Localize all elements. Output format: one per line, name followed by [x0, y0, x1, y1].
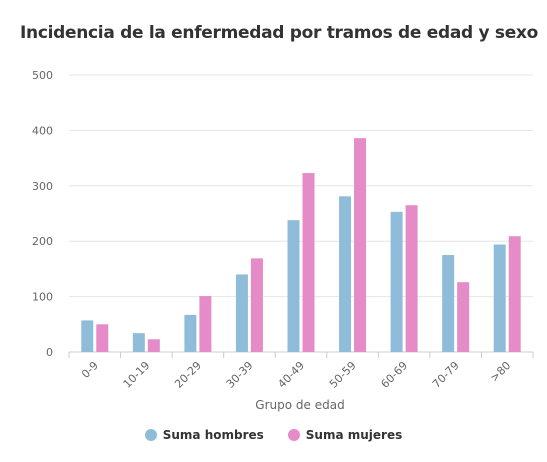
bar-mujeres[interactable] [302, 173, 315, 352]
bar-hombres[interactable] [442, 255, 455, 352]
bar-hombres[interactable] [493, 244, 506, 352]
x-tick-label: 0-9 [79, 359, 101, 381]
bar-mujeres[interactable] [354, 138, 367, 352]
x-tick-label: 40-49 [275, 359, 307, 391]
bar-hombres[interactable] [339, 196, 352, 352]
y-tick-label: 100 [32, 291, 53, 304]
legend-label-mujeres: Suma mujeres [305, 428, 403, 442]
legend-item-hombres[interactable]: Suma hombres [144, 428, 264, 442]
x-tick-label: 70-79 [430, 359, 462, 391]
bar-hombres[interactable] [184, 314, 197, 352]
bar-mujeres[interactable] [508, 236, 521, 352]
bar-mujeres[interactable] [250, 258, 263, 352]
bar-mujeres[interactable] [96, 324, 109, 352]
bar-hombres[interactable] [81, 320, 94, 352]
bar-hombres[interactable] [132, 333, 145, 352]
x-tick-label: 10-19 [121, 359, 153, 391]
y-tick-label: 0 [46, 346, 53, 359]
bar-hombres[interactable] [287, 220, 300, 352]
x-tick-label: 20-29 [172, 359, 204, 391]
legend-item-mujeres[interactable]: Suma mujeres [287, 428, 403, 442]
y-tick-label: 500 [32, 69, 53, 82]
legend: Suma hombres Suma mujeres [0, 428, 547, 442]
legend-marker-hombres [144, 429, 157, 441]
y-tick-label: 300 [32, 180, 53, 193]
x-tick-label: 60-69 [378, 359, 410, 391]
bar-mujeres[interactable] [147, 339, 160, 352]
x-axis-label: Grupo de edad [255, 398, 344, 412]
bar-mujeres[interactable] [405, 205, 418, 352]
y-tick-label: 400 [32, 124, 53, 137]
chart-title: Incidencia de la enfermedad por tramos d… [20, 23, 539, 43]
bar-hombres[interactable] [390, 211, 403, 352]
x-tick-label: 30-39 [224, 359, 256, 391]
bar-hombres[interactable] [235, 274, 248, 352]
bar-mujeres[interactable] [457, 282, 470, 352]
bar-mujeres[interactable] [199, 296, 212, 352]
x-tick-label: >80 [488, 359, 514, 385]
legend-label-hombres: Suma hombres [162, 428, 264, 442]
legend-marker-mujeres [287, 429, 300, 441]
x-tick-label: 50-59 [327, 359, 359, 391]
y-tick-label: 200 [32, 235, 53, 248]
